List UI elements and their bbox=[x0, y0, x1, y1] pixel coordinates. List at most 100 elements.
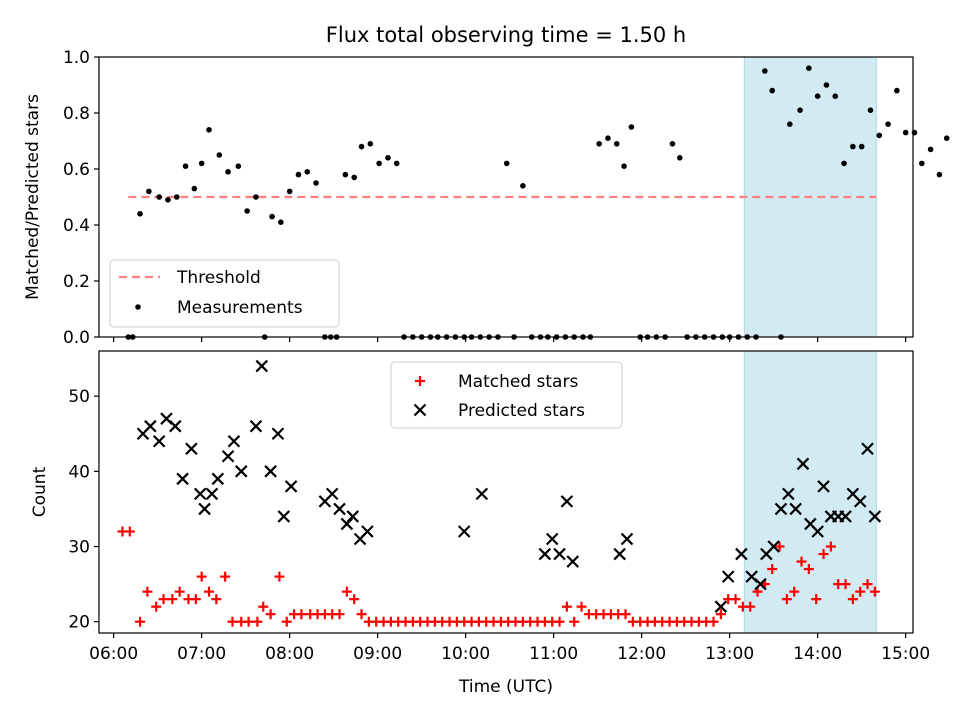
predicted-star-point bbox=[264, 465, 277, 478]
x-tick-label: 10:00 bbox=[441, 644, 490, 664]
x-tick-label: 08:00 bbox=[265, 644, 314, 664]
predicted-star-point bbox=[168, 419, 182, 433]
measurement-point bbox=[286, 188, 293, 195]
predicted-star-point bbox=[457, 525, 471, 538]
measurement-point bbox=[885, 121, 891, 127]
legend-box bbox=[109, 259, 340, 328]
matched-star-point bbox=[252, 616, 263, 627]
legend-measurement-swatch bbox=[135, 304, 141, 310]
measurement-point bbox=[520, 183, 526, 189]
matched-star-point bbox=[825, 541, 836, 552]
predicted-star-point bbox=[144, 419, 157, 433]
predicted-star-point bbox=[211, 472, 225, 486]
measurement-point bbox=[677, 155, 683, 161]
measurement-point bbox=[225, 169, 231, 175]
measurement-point bbox=[613, 141, 620, 147]
measurement-point bbox=[146, 188, 152, 195]
x-tick-label: 09:00 bbox=[353, 644, 402, 664]
predicted-star-point bbox=[811, 525, 824, 538]
measurement-point bbox=[278, 219, 284, 225]
y-tick-label: 0.0 bbox=[63, 328, 90, 348]
matched-star-point bbox=[708, 616, 719, 627]
predicted-star-point bbox=[255, 359, 269, 373]
matched-star-point bbox=[158, 594, 169, 605]
measurement-point bbox=[919, 160, 925, 167]
measurement-point bbox=[858, 143, 865, 150]
predicted-star-point bbox=[721, 570, 735, 583]
matched-star-point bbox=[862, 579, 873, 590]
matched-star-point bbox=[243, 616, 254, 627]
chart-title: Flux total observing time = 1.50 h bbox=[326, 23, 686, 47]
matched-star-point bbox=[774, 541, 785, 552]
y-axis-label: Count bbox=[30, 466, 50, 517]
x-tick-label: 07:00 bbox=[177, 644, 226, 664]
measurement-point bbox=[797, 107, 803, 113]
legend: Matched stars Predicted stars bbox=[390, 361, 623, 429]
matched-star-point bbox=[715, 609, 726, 620]
predicted-star-point bbox=[861, 442, 874, 456]
predicted-star-point bbox=[782, 487, 795, 501]
legend-predicted-swatch bbox=[413, 403, 427, 417]
top-panel: 0.0 0.2 0.4 0.6 0.8 1.0 Matched/Predicted star… bbox=[23, 48, 950, 348]
bottom-panel: 06:00 07:00 08:00 09:00 10:00 11:00 12:00 13:00… bbox=[30, 350, 930, 664]
axes-frame bbox=[98, 350, 914, 634]
measurement-point bbox=[669, 141, 676, 147]
measurement-point bbox=[841, 160, 847, 167]
legend: Threshold Measurements bbox=[109, 259, 340, 328]
predicted-star-point bbox=[277, 510, 291, 523]
legend-label: Measurements bbox=[177, 298, 303, 318]
matched-star-point bbox=[855, 586, 866, 597]
matched-star-point bbox=[730, 594, 741, 605]
measurement-point bbox=[943, 135, 950, 141]
measurement-point bbox=[173, 194, 180, 200]
measurement-point bbox=[762, 68, 768, 74]
measurement-point bbox=[216, 152, 223, 158]
measurement-point bbox=[876, 132, 883, 139]
legend-label: Threshold bbox=[176, 268, 261, 288]
predicted-star-point bbox=[152, 434, 166, 448]
measurement-point bbox=[198, 160, 205, 167]
predicted-star-point bbox=[227, 434, 241, 448]
legend-label: Predicted stars bbox=[458, 401, 585, 421]
x-tick-label: 13:00 bbox=[705, 644, 754, 664]
predicted-star-point bbox=[774, 502, 788, 516]
y-tick-label: 20 bbox=[68, 613, 90, 633]
matched-star-point bbox=[818, 549, 829, 560]
predicted-star-point bbox=[735, 547, 748, 561]
matched-star-point bbox=[227, 616, 238, 627]
predicted-star-point bbox=[234, 465, 248, 478]
predicted-star-point bbox=[545, 532, 559, 546]
matched-star-point bbox=[349, 594, 360, 605]
x-tick-label: 14:00 bbox=[793, 644, 842, 664]
matched-star-point bbox=[274, 571, 285, 582]
y-axis-label: Matched/Predicted stars bbox=[23, 94, 43, 300]
predicted-star-point bbox=[193, 487, 207, 501]
measurement-point bbox=[769, 87, 775, 94]
matched-star-point bbox=[204, 586, 214, 597]
predicted-star-point bbox=[271, 427, 285, 440]
measurement-point bbox=[902, 129, 909, 136]
predicted-star-point bbox=[839, 510, 852, 523]
measurement-point bbox=[927, 146, 934, 153]
measurement-point bbox=[269, 213, 275, 220]
measurement-point bbox=[503, 160, 510, 167]
measurement-point bbox=[253, 194, 259, 200]
measurement-point bbox=[367, 141, 374, 147]
predicted-star-point bbox=[560, 495, 574, 508]
matched-star-point bbox=[620, 609, 631, 620]
predicted-star-point bbox=[346, 510, 360, 523]
legend-box bbox=[390, 361, 623, 429]
predicted-star-point bbox=[853, 495, 867, 508]
measurement-point bbox=[295, 171, 302, 178]
predicted-star-point bbox=[538, 547, 552, 561]
y-tick-label: 0.6 bbox=[63, 160, 90, 180]
measurement-point bbox=[814, 93, 821, 99]
matched-star-point bbox=[334, 609, 345, 620]
measurement-point bbox=[244, 208, 250, 214]
predicted-star-point bbox=[796, 457, 810, 471]
matched-star-point bbox=[569, 616, 580, 627]
y-tick-label: 1.0 bbox=[63, 48, 90, 68]
matched-star-point bbox=[356, 609, 367, 620]
x-tick-label: 11:00 bbox=[529, 644, 578, 664]
